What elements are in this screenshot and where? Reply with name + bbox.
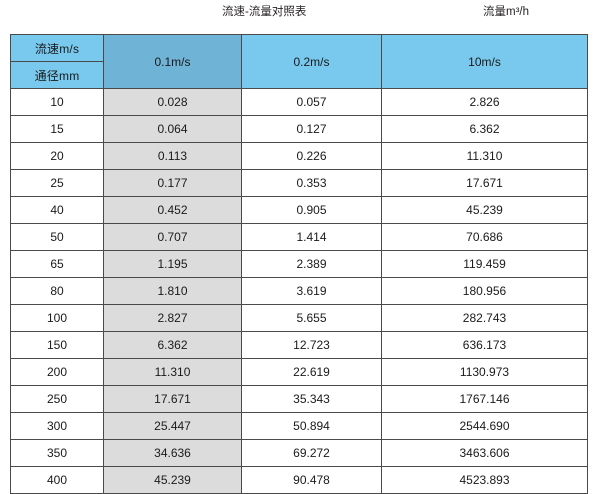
cell-flow-0.1ms: 25.447 bbox=[103, 412, 242, 440]
table-row: 10 0.028 0.057 2.826 bbox=[10, 88, 588, 116]
flow-velocity-table-wrap: 流速m/s 0.1m/s 0.2m/s 10m/s 通径mm 10 0.028 0.… bbox=[10, 34, 588, 494]
cell-flow-10ms: 282.743 bbox=[381, 304, 588, 332]
titles-row: 流速-流量对照表 流量m³/h bbox=[0, 4, 600, 26]
cell-diameter: 40 bbox=[10, 196, 104, 224]
cell-diameter: 250 bbox=[10, 385, 104, 413]
cell-diameter: 350 bbox=[10, 439, 104, 467]
cell-flow-0.1ms: 6.362 bbox=[103, 331, 242, 359]
table-row: 40 0.452 0.905 45.239 bbox=[10, 196, 588, 224]
cell-flow-10ms: 2.826 bbox=[381, 88, 588, 116]
cell-flow-10ms: 180.956 bbox=[381, 277, 588, 305]
cell-flow-0.1ms: 0.028 bbox=[103, 88, 242, 116]
cell-flow-0.2ms: 0.127 bbox=[241, 115, 382, 143]
cell-flow-0.2ms: 2.389 bbox=[241, 250, 382, 278]
cell-flow-10ms: 6.362 bbox=[381, 115, 588, 143]
header-col-0.2ms: 0.2m/s bbox=[241, 34, 382, 89]
cell-diameter: 20 bbox=[10, 142, 104, 170]
cell-flow-0.1ms: 34.636 bbox=[103, 439, 242, 467]
table-row: 20 0.113 0.226 11.310 bbox=[10, 142, 588, 170]
header-row-top: 流速m/s 0.1m/s 0.2m/s 10m/s bbox=[10, 34, 588, 89]
table-row: 15 0.064 0.127 6.362 bbox=[10, 115, 588, 143]
cell-flow-0.2ms: 22.619 bbox=[241, 358, 382, 386]
cell-flow-0.1ms: 0.707 bbox=[103, 223, 242, 251]
flow-velocity-table: 流速m/s 0.1m/s 0.2m/s 10m/s 通径mm 10 0.028 0.… bbox=[10, 34, 588, 494]
table-row: 150 6.362 12.723 636.173 bbox=[10, 331, 588, 359]
table-row: 350 34.636 69.272 3463.606 bbox=[10, 439, 588, 467]
table-body: 10 0.028 0.057 2.826 15 0.064 0.127 6.362 20 0.11… bbox=[10, 88, 588, 494]
cell-flow-10ms: 4523.893 bbox=[381, 466, 588, 494]
cell-flow-0.2ms: 12.723 bbox=[241, 331, 382, 359]
cell-diameter: 150 bbox=[10, 331, 104, 359]
cell-flow-0.2ms: 69.272 bbox=[241, 439, 382, 467]
cell-flow-10ms: 3463.606 bbox=[381, 439, 588, 467]
cell-flow-0.2ms: 1.414 bbox=[241, 223, 382, 251]
cell-flow-10ms: 70.686 bbox=[381, 223, 588, 251]
table-row: 80 1.810 3.619 180.956 bbox=[10, 277, 588, 305]
table-row: 65 1.195 2.389 119.459 bbox=[10, 250, 588, 278]
page-root: 流速-流量对照表 流量m³/h 流速m/s 0.1m/s 0.2m/s 10m/… bbox=[0, 4, 600, 494]
cell-flow-0.2ms: 5.655 bbox=[241, 304, 382, 332]
cell-flow-10ms: 45.239 bbox=[381, 196, 588, 224]
cell-flow-10ms: 1767.146 bbox=[381, 385, 588, 413]
cell-flow-0.2ms: 90.478 bbox=[241, 466, 382, 494]
cell-flow-10ms: 17.671 bbox=[381, 169, 588, 197]
cell-flow-10ms: 636.173 bbox=[381, 331, 588, 359]
table-row: 300 25.447 50.894 2544.690 bbox=[10, 412, 588, 440]
cell-flow-0.1ms: 17.671 bbox=[103, 385, 242, 413]
table-row: 250 17.671 35.343 1767.146 bbox=[10, 385, 588, 413]
cell-diameter: 25 bbox=[10, 169, 104, 197]
cell-flow-10ms: 11.310 bbox=[381, 142, 588, 170]
cell-diameter: 200 bbox=[10, 358, 104, 386]
table-row: 200 11.310 22.619 1130.973 bbox=[10, 358, 588, 386]
table-row: 25 0.177 0.353 17.671 bbox=[10, 169, 588, 197]
cell-flow-0.2ms: 0.226 bbox=[241, 142, 382, 170]
cell-flow-0.2ms: 3.619 bbox=[241, 277, 382, 305]
cell-diameter: 15 bbox=[10, 115, 104, 143]
cell-flow-0.2ms: 50.894 bbox=[241, 412, 382, 440]
cell-flow-0.1ms: 45.239 bbox=[103, 466, 242, 494]
cell-flow-0.1ms: 1.195 bbox=[103, 250, 242, 278]
cell-flow-0.1ms: 0.064 bbox=[103, 115, 242, 143]
cell-diameter: 65 bbox=[10, 250, 104, 278]
cell-diameter: 400 bbox=[10, 466, 104, 494]
table-row: 400 45.239 90.478 4523.893 bbox=[10, 466, 588, 494]
cell-diameter: 10 bbox=[10, 88, 104, 116]
header-velocity-label: 流速m/s bbox=[10, 34, 104, 62]
cell-flow-0.1ms: 11.310 bbox=[103, 358, 242, 386]
cell-flow-0.2ms: 35.343 bbox=[241, 385, 382, 413]
chart-title: 流速-流量对照表 bbox=[222, 6, 307, 18]
header-col-10ms: 10m/s bbox=[381, 34, 588, 89]
table-row: 100 2.827 5.655 282.743 bbox=[10, 304, 588, 332]
cell-flow-0.1ms: 0.452 bbox=[103, 196, 242, 224]
cell-flow-0.1ms: 1.810 bbox=[103, 277, 242, 305]
cell-flow-0.2ms: 0.057 bbox=[241, 88, 382, 116]
header-col-0.1ms: 0.1m/s bbox=[103, 34, 242, 89]
header-diameter-label: 通径mm bbox=[10, 61, 104, 89]
cell-diameter: 50 bbox=[10, 223, 104, 251]
cell-diameter: 80 bbox=[10, 277, 104, 305]
cell-diameter: 100 bbox=[10, 304, 104, 332]
cell-flow-10ms: 1130.973 bbox=[381, 358, 588, 386]
cell-flow-0.2ms: 0.353 bbox=[241, 169, 382, 197]
table-header: 流速m/s 0.1m/s 0.2m/s 10m/s 通径mm bbox=[10, 34, 588, 89]
cell-flow-10ms: 2544.690 bbox=[381, 412, 588, 440]
cell-flow-0.1ms: 0.113 bbox=[103, 142, 242, 170]
header-row-bottom: 通径mm bbox=[10, 61, 588, 89]
table-row: 50 0.707 1.414 70.686 bbox=[10, 223, 588, 251]
cell-flow-0.1ms: 0.177 bbox=[103, 169, 242, 197]
cell-diameter: 300 bbox=[10, 412, 104, 440]
cell-flow-0.2ms: 0.905 bbox=[241, 196, 382, 224]
flow-unit-label: 流量m³/h bbox=[483, 6, 529, 18]
cell-flow-10ms: 119.459 bbox=[381, 250, 588, 278]
cell-flow-0.1ms: 2.827 bbox=[103, 304, 242, 332]
